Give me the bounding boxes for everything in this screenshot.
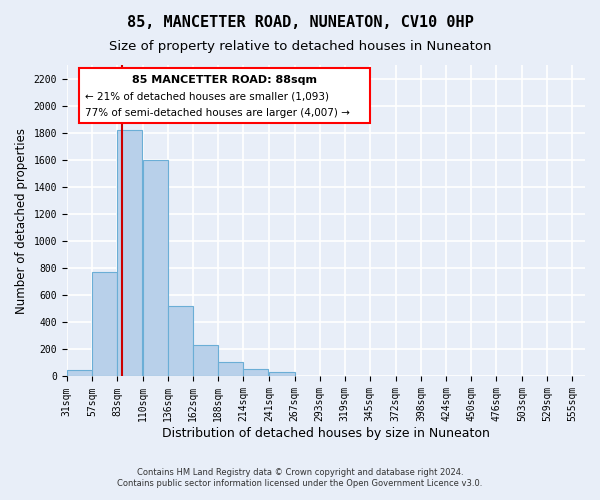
Text: Size of property relative to detached houses in Nuneaton: Size of property relative to detached ho…	[109, 40, 491, 53]
Bar	[168, 306, 193, 376]
Y-axis label: Number of detached properties: Number of detached properties	[15, 128, 28, 314]
Text: 77% of semi-detached houses are larger (4,007) →: 77% of semi-detached houses are larger (…	[85, 108, 349, 118]
Text: 85, MANCETTER ROAD, NUNEATON, CV10 0HP: 85, MANCETTER ROAD, NUNEATON, CV10 0HP	[127, 15, 473, 30]
Bar	[244, 369, 268, 376]
Bar	[269, 372, 295, 376]
Bar	[193, 346, 218, 376]
Bar	[218, 362, 244, 376]
Bar	[117, 130, 142, 376]
FancyBboxPatch shape	[79, 68, 370, 123]
Bar	[92, 272, 117, 376]
Bar	[143, 160, 168, 376]
Text: Contains HM Land Registry data © Crown copyright and database right 2024.
Contai: Contains HM Land Registry data © Crown c…	[118, 468, 482, 487]
Text: ← 21% of detached houses are smaller (1,093): ← 21% of detached houses are smaller (1,…	[85, 92, 329, 102]
Bar	[67, 370, 92, 376]
X-axis label: Distribution of detached houses by size in Nuneaton: Distribution of detached houses by size …	[162, 427, 490, 440]
Text: 85 MANCETTER ROAD: 88sqm: 85 MANCETTER ROAD: 88sqm	[132, 75, 317, 85]
